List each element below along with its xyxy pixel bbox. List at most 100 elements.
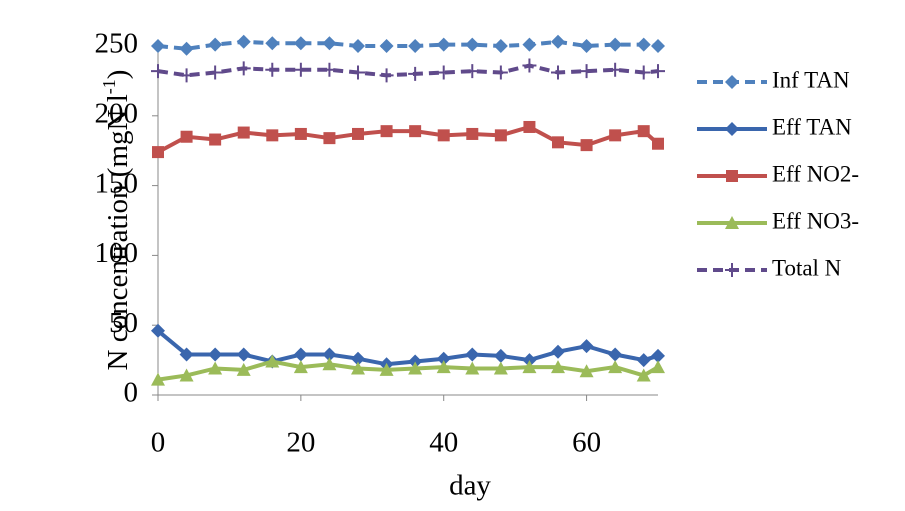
marker [208,65,223,80]
marker [652,137,664,150]
marker [293,36,308,51]
marker [379,39,394,53]
marker [151,64,165,79]
marker [725,216,739,229]
marker [352,127,364,140]
marker [179,68,194,83]
marker [294,127,307,140]
marker [293,360,308,374]
marker [236,34,251,49]
marker [552,136,564,149]
x-tick-label: 40 [429,427,458,459]
marker [551,34,565,49]
marker [608,37,623,52]
marker [209,133,222,146]
marker [179,41,194,56]
marker [208,347,223,362]
marker [523,120,536,133]
marker [493,348,508,363]
marker [651,39,665,53]
marker [351,65,365,80]
legend-label: Total N [772,255,842,280]
marker [436,351,451,366]
marker [152,146,164,159]
x-tick-label: 60 [572,427,601,459]
marker [636,368,651,382]
marker [351,361,365,375]
x-tick-label: 20 [286,427,315,459]
marker [437,129,450,142]
marker [408,39,423,53]
x-axis-label: day [449,470,491,502]
marker [351,39,365,53]
y-tick-label: 50 [109,307,138,339]
marker [522,37,537,52]
marker [408,66,423,81]
marker [465,37,480,52]
marker [436,37,451,52]
marker [266,129,279,142]
y-tick-label: 150 [95,167,139,199]
marker [465,361,480,375]
marker [265,62,280,77]
marker [651,348,665,363]
marker [265,36,280,51]
marker [236,362,251,376]
y-label-end: ) [102,70,134,80]
marker [208,361,223,375]
y-label-main: N concentration (mgN l [102,94,134,370]
marker [725,75,739,89]
marker [179,347,194,362]
marker [494,129,507,142]
legend-label: Eff NO2- [772,161,859,186]
marker [322,36,337,51]
marker [725,263,739,277]
marker [609,129,622,142]
y-label-sup: -1 [99,79,119,94]
y-tick-label: 250 [95,28,139,60]
marker [293,347,308,362]
marker [466,127,479,140]
marker [465,347,480,362]
y-tick-label: 200 [95,97,139,129]
marker [379,68,394,83]
marker [408,361,423,375]
marker [322,347,337,362]
marker [522,58,537,73]
marker [236,347,251,362]
marker [725,122,739,136]
marker [637,125,650,138]
marker [579,364,594,378]
marker [293,62,308,77]
marker [493,39,508,53]
marker [151,372,165,386]
marker [651,360,665,374]
marker [651,64,665,79]
marker [208,37,223,52]
marker [379,362,394,376]
marker [636,37,651,52]
marker [579,64,594,79]
marker [322,62,337,77]
marker [409,125,422,138]
marker [265,354,280,368]
x-tick-label: 0 [151,427,166,459]
marker [493,361,508,375]
y-tick-label: 100 [95,237,139,269]
marker [551,344,565,359]
marker [151,323,165,338]
marker [323,132,336,145]
marker [579,39,594,53]
marker [380,125,393,138]
marker [608,347,623,362]
marker [236,61,251,76]
legend-label: Inf TAN [772,67,850,92]
marker [493,65,508,80]
marker [551,360,565,374]
marker [322,357,337,371]
marker [180,130,193,143]
marker [179,368,194,382]
y-tick-label: 0 [124,377,139,409]
marker [551,65,565,80]
